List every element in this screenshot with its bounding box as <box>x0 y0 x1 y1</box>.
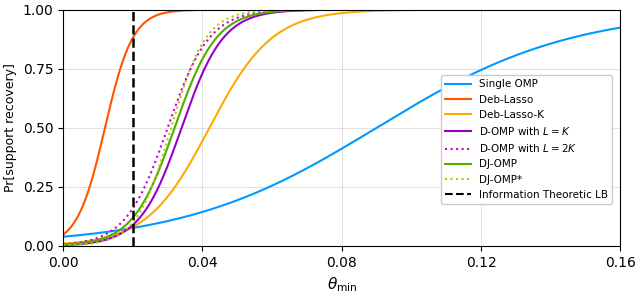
Y-axis label: Pr[support recovery]: Pr[support recovery] <box>4 63 17 192</box>
Legend: Single OMP, Deb-Lasso, Deb-Lasso-K, D-OMP with $L = K$, D-OMP with $L = 2K$, DJ-: Single OMP, Deb-Lasso, Deb-Lasso-K, D-OM… <box>441 75 612 204</box>
X-axis label: $\theta_{\min}$: $\theta_{\min}$ <box>326 275 357 294</box>
